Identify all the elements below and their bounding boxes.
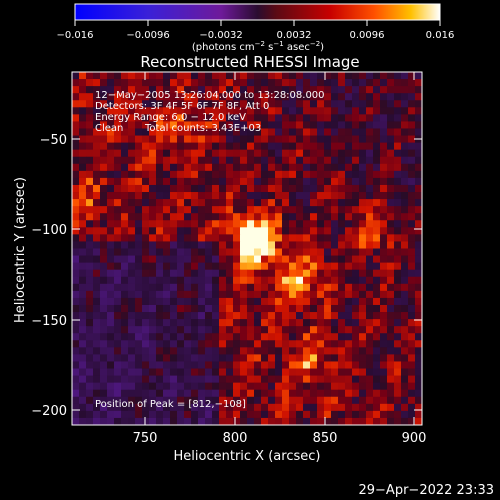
overlay-algorithm: Clean [95,123,123,134]
colorbar [74,3,441,21]
colorbar-tick-label: −0.0032 [199,30,242,41]
x-tick-label: 900 [402,431,427,446]
x-tick-label: 850 [313,431,338,446]
x-axis-ticks [144,72,415,425]
reconstructed-image [72,72,423,426]
colorbar-tick-label: 0.0032 [277,30,312,41]
overlay-time-range: 12−May−2005 13:26:04.000 to 13:28:08.000 [95,90,325,101]
y-axis-ticks [72,138,422,411]
colorbar-tick-label: −0.016 [56,30,93,41]
colorbar-tick-label: 0.016 [426,30,455,41]
overlay-total-counts: Total counts: 3.43E+03 [144,123,261,134]
overlay-energy-range: Energy Range: 6.0 − 12.0 keV [95,112,246,123]
x-axis-label: Heliocentric X (arcsec) [174,449,321,464]
colorbar-tick-label: −0.0096 [126,30,169,41]
colorbar-units: (photons cm−2 s−1 asec−2) [192,40,324,53]
plot-title: Reconstructed RHESSI Image [140,53,359,71]
y-tick-label: −100 [31,223,67,238]
overlay-peak-position: Position of Peak = [812,−108] [95,399,246,410]
y-axis-label: Heliocentric Y (arcsec) [13,177,28,323]
y-tick-label: −50 [40,133,67,148]
y-tick-label: −150 [31,314,67,329]
y-tick-label: −200 [31,404,67,419]
plot-frame [71,71,423,426]
x-tick-label: 800 [223,431,248,446]
colorbar-ticks [74,20,441,26]
x-tick-label: 750 [133,431,158,446]
overlay-detectors: Detectors: 3F 4F 5F 6F 7F 8F, Att 0 [95,101,269,112]
plot-timestamp: 29−Apr−2022 23:33 [359,483,495,498]
colorbar-tick-label: 0.0096 [350,30,385,41]
